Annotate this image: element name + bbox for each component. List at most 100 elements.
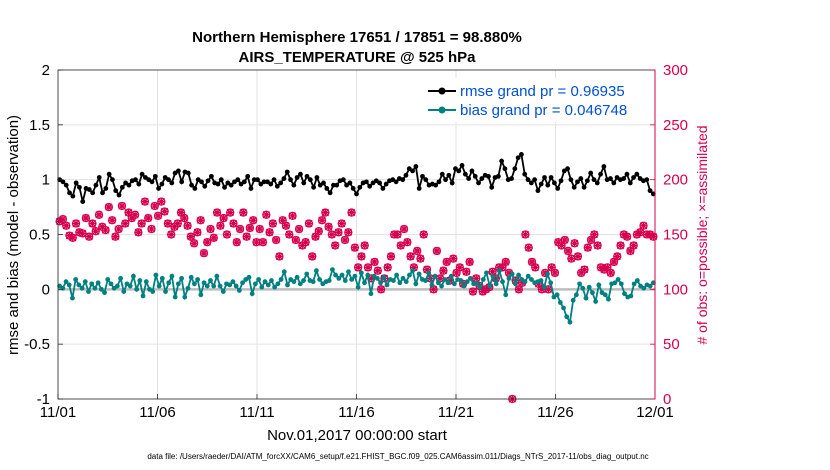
obs-assimilated-point	[518, 278, 526, 287]
obs-assimilated-point	[541, 269, 549, 277]
obs-assimilated-point	[206, 225, 215, 233]
rmse-point	[420, 173, 425, 179]
rmse-point	[383, 181, 389, 187]
obs-assimilated-point	[131, 210, 139, 219]
bias-point	[95, 280, 101, 286]
bias-point	[121, 289, 127, 294]
rmse-point	[647, 188, 653, 194]
obs-assimilated-point	[170, 222, 179, 231]
rmse-point	[542, 175, 547, 180]
rmse-point	[205, 178, 211, 184]
bias-point	[593, 298, 599, 304]
rmse-point	[393, 179, 399, 185]
obs-assimilated-point	[360, 241, 369, 250]
bias-point	[118, 275, 123, 281]
rmse-point	[291, 182, 297, 188]
y2-tick-label: 150	[663, 227, 688, 244]
obs-assimilated-point	[190, 239, 198, 248]
obs-assimilated-point	[449, 254, 458, 263]
bias-point	[249, 291, 255, 297]
bias-point	[127, 283, 133, 289]
bias-point	[487, 283, 493, 289]
rmse-point	[535, 188, 541, 194]
rmse-point	[139, 171, 145, 177]
obs-assimilated-point	[334, 228, 343, 237]
obs-assimilated-point	[544, 285, 553, 294]
obs-assimilated-point	[167, 230, 176, 239]
rmse-point	[228, 182, 234, 188]
obs-assimilated-point	[629, 241, 638, 250]
obs-assimilated-point	[554, 238, 563, 247]
obs-assimilated-point	[600, 265, 608, 274]
y2-axis-label: # of obs: o=possible; ×=assimilated	[694, 125, 710, 344]
bias-point	[310, 279, 316, 285]
rmse-point	[189, 182, 194, 188]
bias-point	[464, 279, 470, 285]
obs-assimilated-point	[613, 252, 622, 261]
x-tick-label: 11/06	[139, 404, 175, 421]
obs-assimilated-point	[223, 230, 231, 239]
bias-point	[622, 291, 627, 297]
bias-point	[391, 278, 396, 283]
rmse-point	[90, 190, 96, 196]
obs-assimilated-point	[229, 219, 238, 228]
bias-point	[304, 271, 310, 277]
rmse-point	[166, 177, 171, 183]
bias-point	[493, 281, 499, 287]
obs-assimilated-point	[242, 232, 251, 241]
rmse-point	[251, 177, 257, 183]
x-tick-label: 12/01	[636, 404, 674, 421]
obs-assimilated-point	[154, 212, 162, 220]
rmse-point	[321, 180, 326, 186]
obs-assimilated-point	[393, 230, 402, 239]
obs-assimilated-point	[108, 216, 116, 225]
bias-point	[573, 292, 579, 298]
bias-point	[541, 284, 547, 290]
rmse-point	[208, 173, 214, 179]
bias-point	[134, 286, 140, 292]
bias-point	[240, 280, 245, 286]
bias-point	[342, 278, 348, 283]
obs-assimilated-point	[196, 216, 205, 225]
obs-assimilated-point	[150, 202, 159, 210]
obs-assimilated-point	[370, 258, 379, 266]
bias-point	[538, 278, 544, 283]
obs-assimilated-point	[577, 269, 586, 277]
obs-assimilated-point	[341, 236, 349, 244]
rmse-point	[169, 180, 175, 186]
bias-point	[445, 280, 451, 286]
obs-assimilated-point	[91, 227, 100, 236]
obs-assimilated-point	[147, 225, 156, 233]
rmse-point	[644, 177, 650, 183]
obs-assimilated-point	[272, 236, 280, 244]
bias-point	[211, 283, 217, 289]
obs-assimilated-point	[121, 219, 130, 228]
rmse-point	[476, 180, 481, 186]
obs-assimilated-point	[187, 232, 195, 241]
rmse-point	[261, 179, 267, 185]
rmse-point	[152, 173, 158, 179]
rmse-point	[456, 168, 462, 174]
rmse-point	[60, 179, 66, 185]
rmse-point	[307, 177, 313, 183]
rmse-point	[631, 175, 636, 180]
bias-point	[278, 277, 284, 282]
obs-assimilated-point	[354, 263, 362, 272]
bias-point	[256, 277, 262, 282]
obs-assimilated-point	[137, 219, 146, 228]
obs-assimilated-point	[636, 228, 645, 237]
bias-point	[500, 279, 505, 285]
rmse-point	[479, 176, 485, 181]
bias-point	[246, 274, 252, 280]
obs-assimilated-point	[134, 228, 143, 237]
rmse-point	[281, 176, 287, 181]
bias-point	[172, 294, 178, 300]
rmse-point	[334, 182, 340, 188]
bias-point	[503, 292, 509, 298]
rmse-point	[357, 184, 363, 190]
rmse-point	[380, 186, 386, 191]
bias-point	[339, 272, 345, 278]
obs-assimilated-point	[419, 230, 428, 239]
rmse-point	[86, 187, 92, 192]
obs-assimilated-point	[505, 269, 513, 277]
